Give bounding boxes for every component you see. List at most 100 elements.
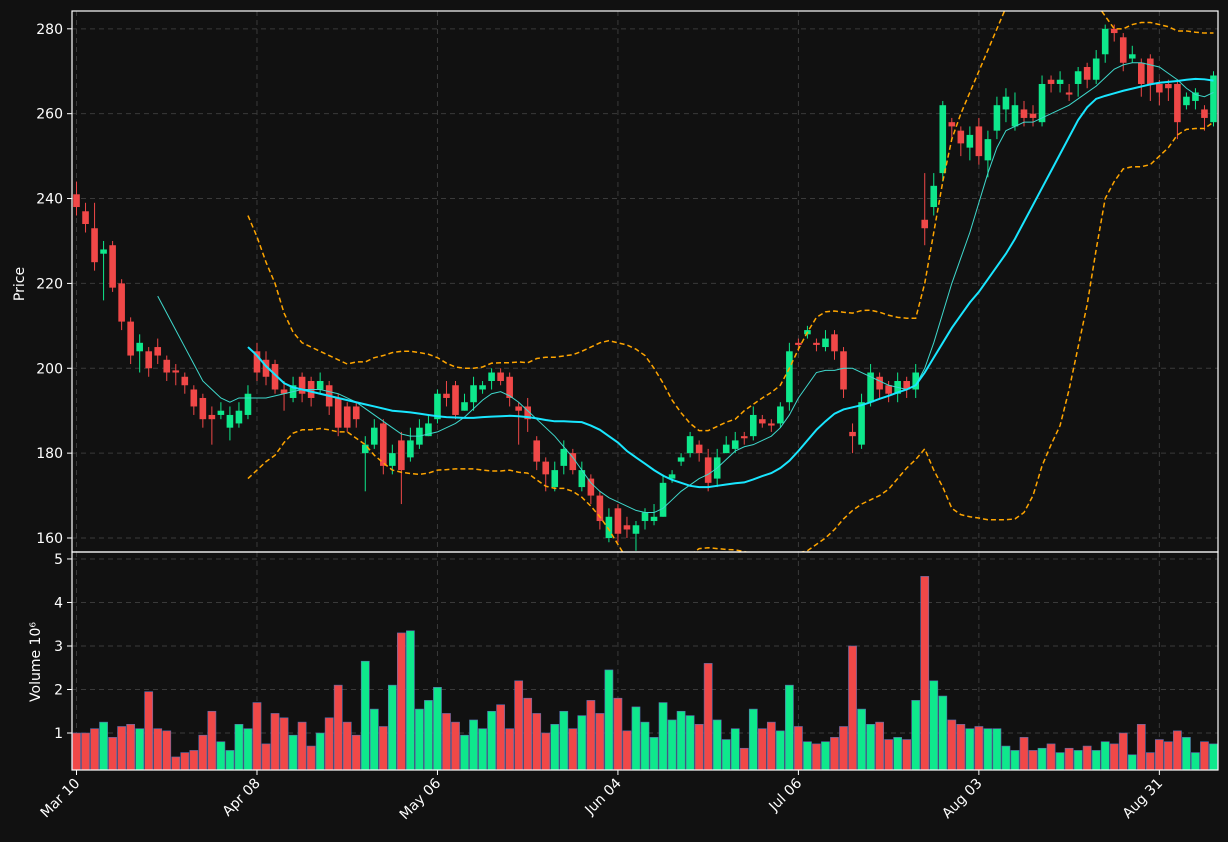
candle-body	[452, 385, 459, 415]
volume-tick-label: 4	[54, 595, 63, 611]
volume-bar	[568, 728, 578, 770]
volume-bar	[225, 750, 235, 770]
candle-body	[343, 406, 351, 428]
volume-bar	[893, 737, 903, 770]
candle-body	[370, 427, 378, 445]
volume-bar	[586, 700, 596, 770]
volume-bar	[1154, 739, 1164, 770]
volume-bar	[532, 713, 542, 770]
candle-body	[470, 385, 477, 403]
volume-bar	[676, 710, 686, 770]
candle-body	[885, 385, 892, 394]
volume-bar	[766, 721, 776, 770]
candle-body	[1183, 96, 1190, 106]
volume-bar	[983, 728, 993, 770]
candle-body	[921, 219, 929, 229]
volume-bar	[839, 726, 848, 770]
candle-body	[650, 516, 658, 522]
volume-bar	[333, 684, 343, 770]
candle-body	[136, 342, 143, 352]
volume-bar	[1010, 750, 1020, 770]
volume-bar	[857, 708, 866, 770]
candle-body	[957, 130, 965, 144]
volume-bar	[1082, 745, 1092, 770]
volume-bar	[658, 702, 668, 770]
candle-body	[1101, 28, 1109, 55]
volume-bar	[613, 697, 623, 770]
candle-body	[542, 461, 550, 475]
candle-body	[948, 122, 956, 127]
volume-bar	[541, 732, 551, 770]
volume-bar	[198, 734, 208, 770]
volume-bar	[866, 724, 875, 770]
volume-bar	[640, 721, 650, 770]
candle-body	[262, 359, 270, 377]
volume-bar	[649, 737, 659, 770]
volume-bar	[496, 704, 505, 770]
candle-body	[1119, 37, 1127, 63]
volume-bar	[911, 700, 921, 770]
volume-bar	[162, 730, 172, 770]
candle-body	[1174, 83, 1181, 123]
volume-bar	[1109, 743, 1119, 770]
volume-bar	[1028, 750, 1038, 770]
candle-body	[813, 342, 820, 345]
volume-bar	[252, 702, 262, 770]
volume-bar	[550, 724, 560, 770]
candle-body	[389, 453, 396, 466]
volume-bar	[947, 719, 957, 770]
candle-body	[280, 389, 288, 394]
price-tick-label: 180	[36, 446, 63, 462]
candle-body	[181, 376, 189, 386]
volume-bar	[144, 691, 154, 770]
candle-body	[127, 321, 134, 356]
candle-body	[298, 376, 306, 394]
volume-bar	[992, 728, 1002, 770]
candle-body	[488, 372, 495, 382]
candle-body	[515, 406, 522, 411]
candle-body	[316, 381, 324, 390]
volume-bar	[965, 728, 975, 770]
volume-bar	[1064, 747, 1074, 770]
volume-axis-label: Volume 10⁶	[28, 622, 44, 702]
volume-bar	[757, 728, 767, 770]
price-axis-label: Price	[12, 267, 28, 301]
candle-body	[199, 397, 207, 420]
volume-bar	[848, 645, 857, 770]
candle-body	[208, 414, 216, 420]
candle-body	[352, 406, 360, 420]
volume-bar	[974, 726, 984, 770]
volume-bar	[315, 732, 325, 770]
volume-frame	[71, 551, 1219, 771]
volume-bar	[1118, 732, 1128, 770]
candle-body	[975, 126, 983, 157]
candle-body	[1156, 83, 1163, 93]
volume-bar	[775, 730, 785, 770]
volume-bar	[406, 630, 415, 770]
candle-body	[73, 194, 80, 208]
volume-bar	[956, 724, 966, 770]
candle-body	[145, 351, 153, 369]
candle-body	[858, 402, 865, 445]
candle-body	[1065, 92, 1073, 95]
candle-body	[217, 410, 225, 415]
candle-body	[722, 444, 730, 454]
candle-body	[407, 440, 414, 458]
candle-body	[578, 470, 586, 488]
volume-bar	[216, 741, 226, 770]
candle-body	[704, 457, 712, 483]
volume-bar	[469, 719, 478, 770]
volume-bar	[72, 732, 81, 770]
candle-body	[587, 478, 595, 496]
candle-body	[686, 436, 694, 454]
candle-body	[1128, 54, 1136, 59]
volume-bar	[90, 728, 99, 770]
volume-bar	[938, 695, 948, 770]
candle-body	[731, 440, 739, 449]
candle-body	[1192, 92, 1199, 101]
candle-body	[163, 359, 171, 373]
volume-bar	[135, 728, 145, 770]
volume-bar	[1191, 752, 1200, 770]
volume-bar	[1046, 743, 1056, 770]
candle-body	[1038, 83, 1046, 123]
